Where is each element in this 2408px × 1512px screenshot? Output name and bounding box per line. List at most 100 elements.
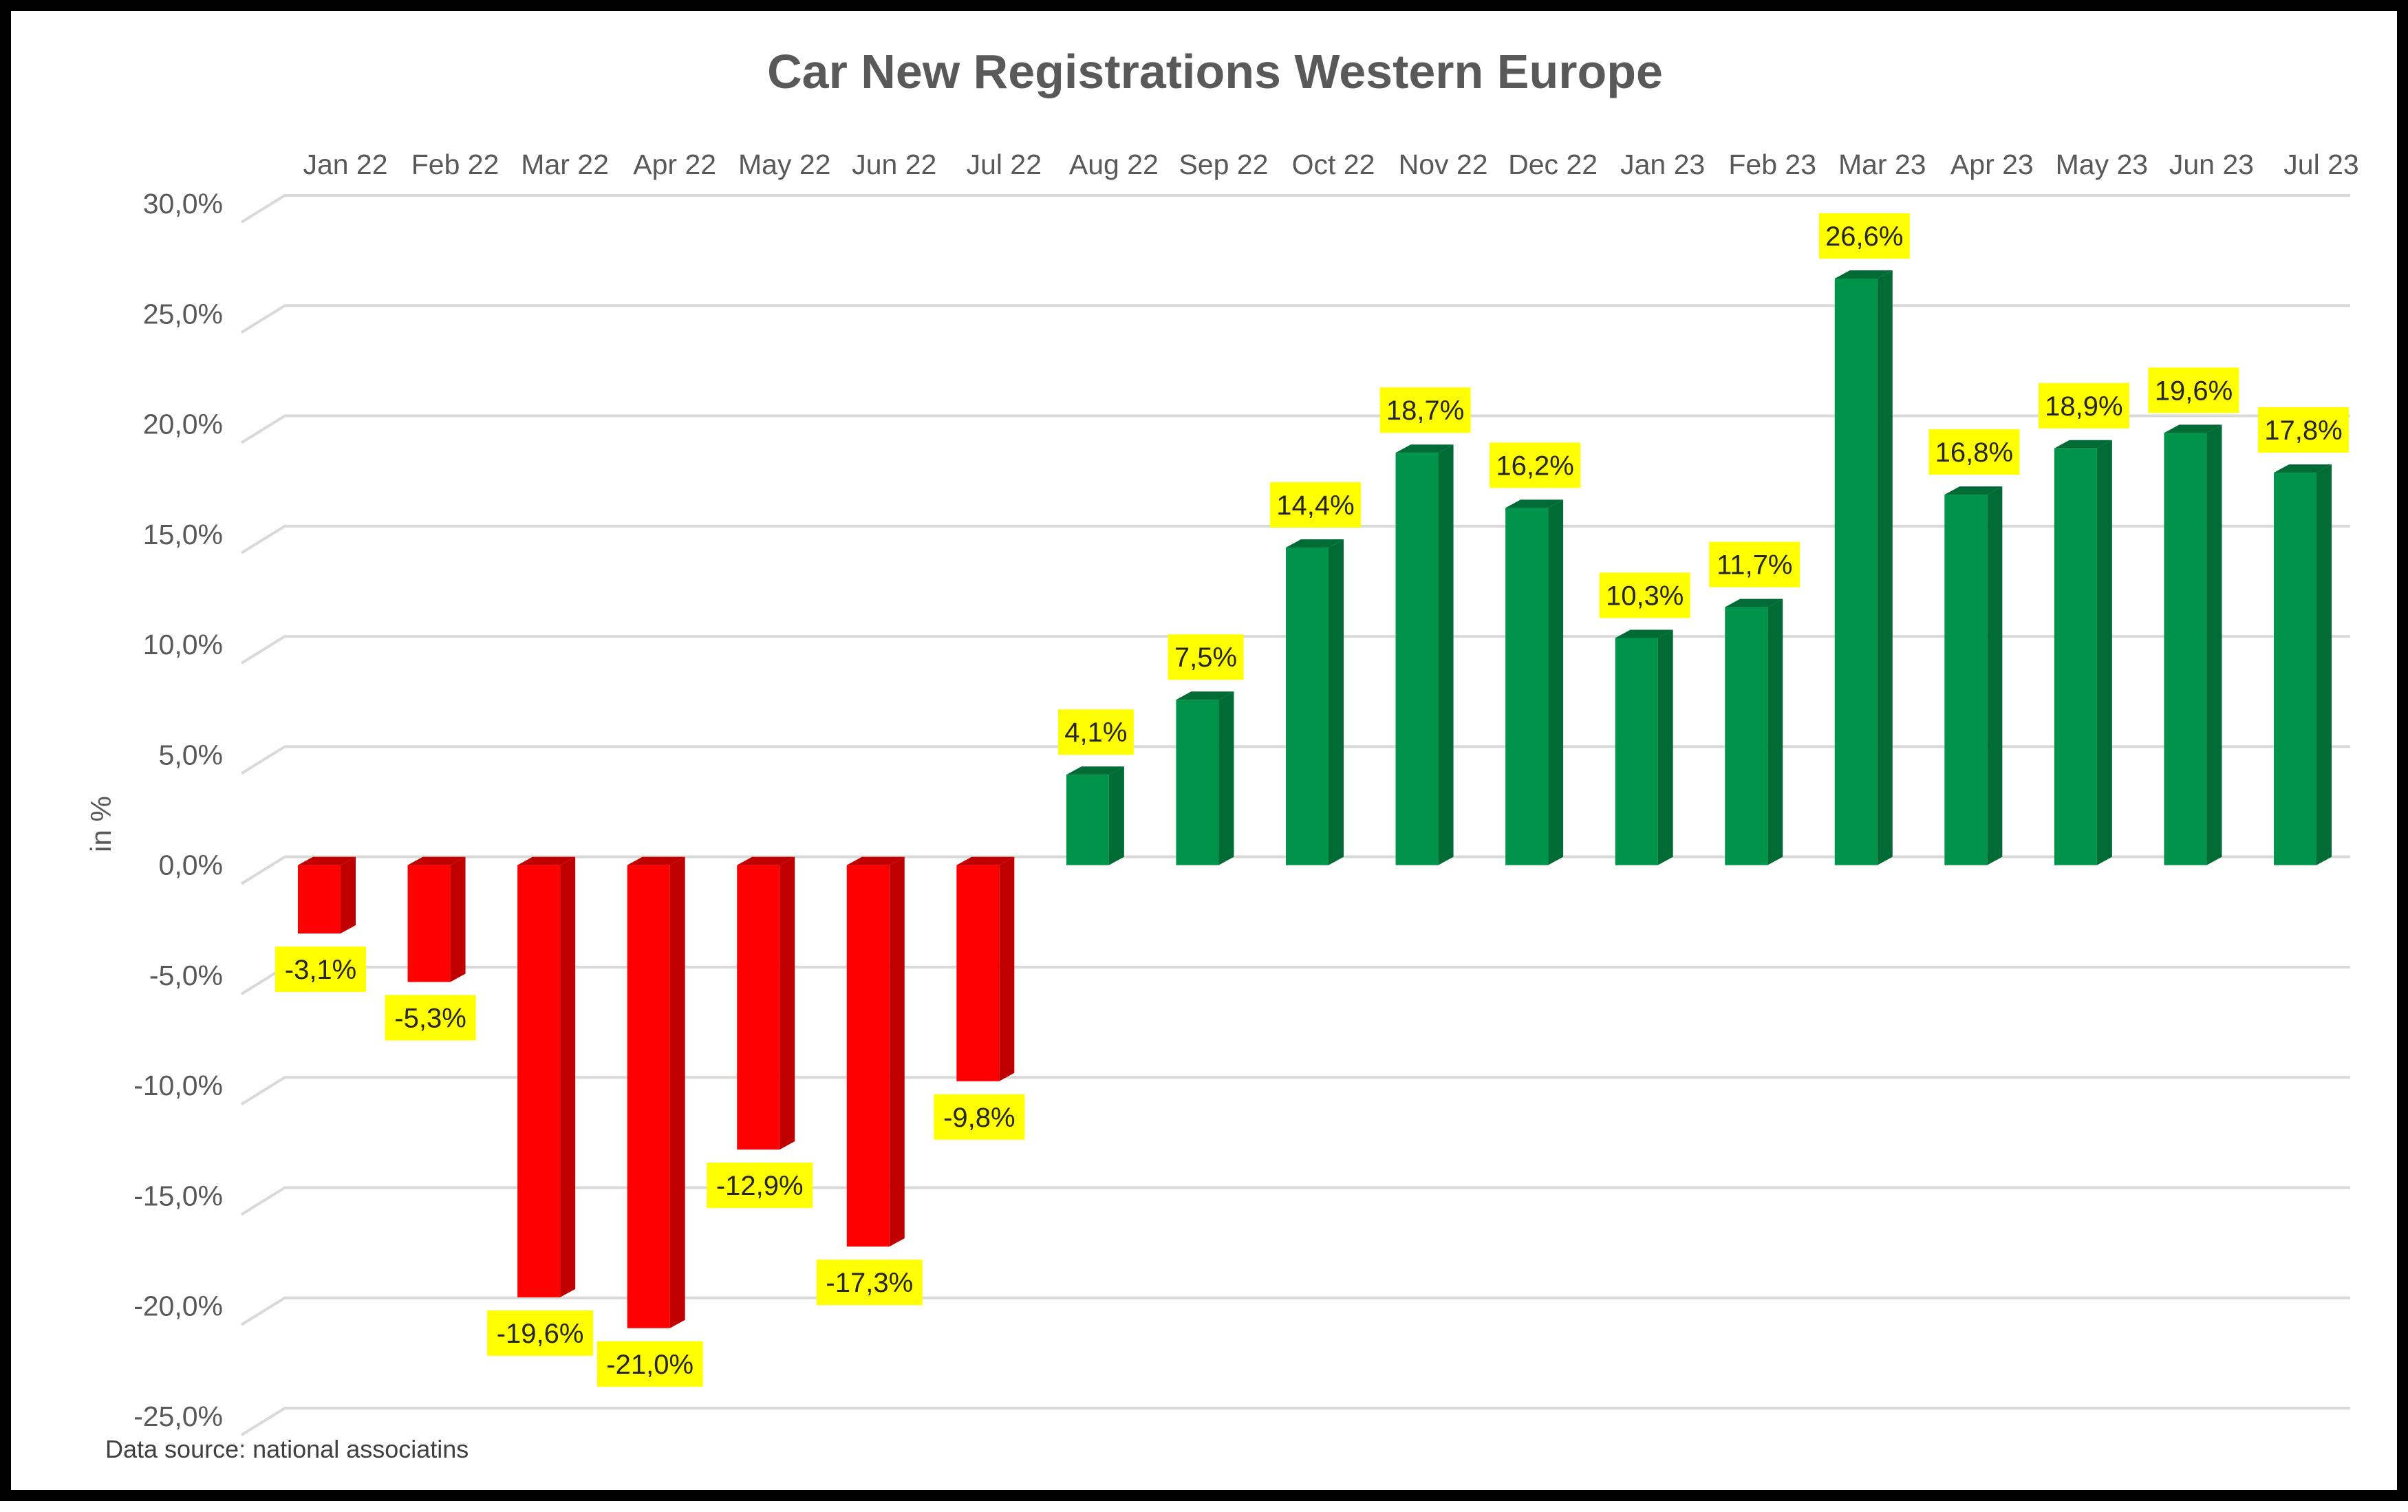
data-label-text: -21,0%: [606, 1350, 694, 1380]
bar-side: [341, 856, 356, 934]
bar: [1176, 691, 1234, 865]
y-tick-label: -15,0%: [133, 1180, 223, 1211]
category-label: Apr 22: [633, 149, 716, 180]
bar: [2054, 440, 2112, 865]
data-label-background: [707, 1163, 813, 1209]
bar: [956, 856, 1015, 1081]
bar-front: [1725, 607, 1768, 865]
bar-front: [737, 865, 780, 1150]
chart-title: Car New Registrations Western Europe: [767, 45, 1663, 98]
category-label: Jan 22: [303, 149, 387, 180]
bar-side: [1438, 444, 1454, 865]
bar-side: [1218, 691, 1234, 865]
bar-top: [2274, 464, 2332, 473]
data-label-text: -19,6%: [497, 1319, 584, 1349]
data-label-text: -9,8%: [943, 1103, 1015, 1133]
bar-top: [2164, 424, 2222, 433]
bar-front: [846, 865, 890, 1247]
bar-front: [1505, 508, 1549, 865]
bar-top: [1286, 539, 1344, 548]
data-label: 10,3%: [1599, 572, 1690, 618]
bar-top: [1176, 691, 1234, 700]
bar-top: [407, 856, 466, 865]
category-label: Jun 22: [852, 149, 936, 180]
category-label: Mar 23: [1838, 149, 1926, 180]
bar: [2164, 424, 2222, 865]
bar-front: [1944, 495, 1988, 865]
bar-side: [1987, 486, 2003, 865]
data-label-background: [2258, 407, 2349, 453]
category-label: Jan 23: [1620, 149, 1705, 180]
bar-top: [737, 856, 795, 865]
gridline: [240, 1186, 2350, 1216]
data-label-background: [1599, 572, 1690, 618]
data-label-background: [1168, 634, 1244, 680]
data-label-text: 14,4%: [1276, 490, 1354, 521]
category-label: Apr 23: [1950, 149, 2034, 180]
bar-top: [846, 856, 905, 865]
bars: [298, 270, 2332, 1328]
category-label: Jul 23: [2283, 149, 2358, 180]
bar-front: [627, 865, 670, 1328]
bar-top: [1395, 444, 1454, 453]
bar-top: [517, 856, 576, 865]
bar: [1725, 598, 1783, 865]
bar-top: [1066, 766, 1124, 775]
y-tick-label: 0,0%: [159, 850, 223, 881]
bar: [1505, 499, 1564, 865]
data-label: 26,6%: [1818, 213, 1910, 259]
data-label-text: 7,5%: [1174, 642, 1237, 673]
gridline: [240, 1407, 2350, 1436]
data-label-text: 11,7%: [1717, 550, 1792, 581]
bar-front: [1176, 700, 1219, 865]
bar-front: [1395, 453, 1439, 865]
data-label-background: [1928, 429, 2020, 475]
data-label: -5,3%: [385, 995, 476, 1041]
data-label-background: [2038, 382, 2129, 429]
y-axis-ticks: 30,0% 25,0% 20,0% 15,0% 10,0% 5,0% 0,0% -5,0% -1…: [133, 188, 223, 1432]
data-label-text: -3,1%: [285, 955, 357, 985]
category-label: Jul 22: [967, 149, 1042, 180]
data-label: -17,3%: [816, 1260, 923, 1306]
bar-side: [1657, 629, 1673, 865]
bar-front: [407, 865, 451, 982]
bar-top: [956, 856, 1015, 865]
data-label: 16,2%: [1490, 442, 1581, 488]
data-label-text: 17,8%: [2264, 415, 2342, 446]
data-label-background: [1709, 541, 1800, 587]
data-label-background: [1490, 442, 1581, 488]
data-label-background: [385, 995, 476, 1041]
bar-top: [1505, 499, 1564, 508]
y-tick-label: -5,0%: [149, 960, 223, 991]
bar-front: [1615, 638, 1658, 865]
bar-side: [1329, 539, 1344, 865]
bar: [517, 856, 576, 1297]
bar-front: [298, 865, 341, 934]
data-label: 18,7%: [1379, 387, 1471, 433]
bar: [407, 856, 466, 982]
category-label: Sep 22: [1179, 149, 1268, 180]
bar: [298, 856, 356, 934]
bar-side: [2206, 424, 2222, 865]
bar-side: [1767, 598, 1783, 865]
data-label-text: 4,1%: [1064, 717, 1127, 748]
category-label: Feb 22: [411, 149, 499, 180]
bar-side: [1108, 766, 1124, 865]
bar-side: [999, 856, 1015, 1081]
data-label-background: [275, 947, 366, 993]
category-label: Feb 23: [1728, 149, 1816, 180]
bar: [737, 856, 795, 1150]
bar-side: [450, 856, 466, 982]
gridline: [240, 304, 2350, 334]
bar-side: [889, 856, 905, 1247]
data-label-text: 19,6%: [2155, 376, 2233, 406]
category-label: Dec 22: [1508, 149, 1598, 180]
data-label: -12,9%: [707, 1163, 813, 1209]
data-label: 16,8%: [1928, 429, 2020, 475]
source-note: Data source: national associatins: [105, 1435, 469, 1463]
data-label-text: -17,3%: [826, 1268, 913, 1298]
category-label: Jun 23: [2169, 149, 2254, 180]
bar: [627, 856, 685, 1328]
category-label: Aug 22: [1069, 149, 1159, 180]
